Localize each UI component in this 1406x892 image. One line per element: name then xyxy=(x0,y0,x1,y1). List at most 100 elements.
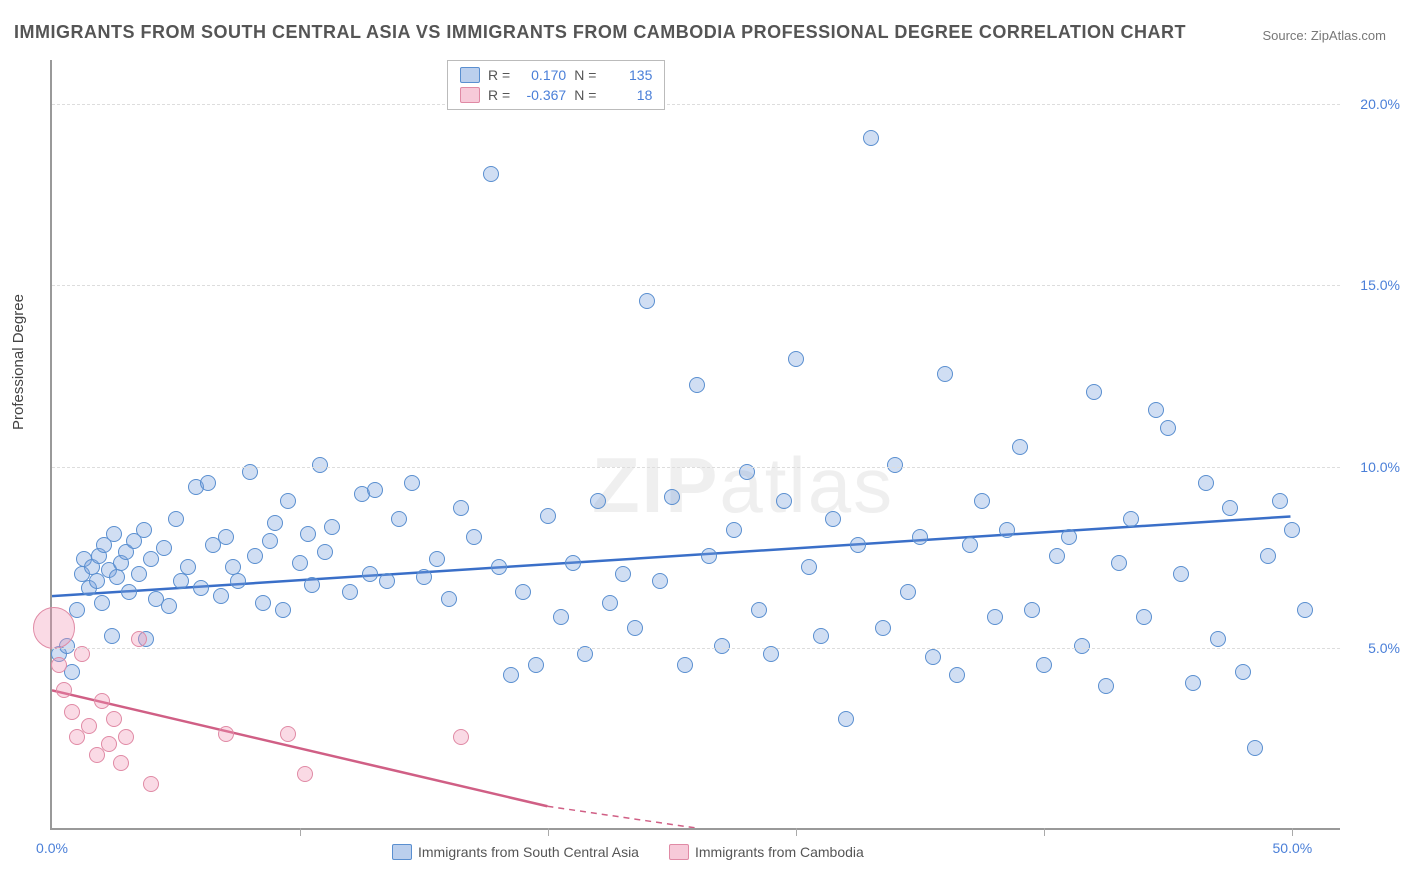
data-point-blue xyxy=(280,493,296,509)
gridline-horizontal xyxy=(52,104,1340,105)
legend-swatch-blue xyxy=(392,844,412,860)
r-value-blue: 0.170 xyxy=(518,67,566,83)
data-point-blue xyxy=(553,609,569,625)
gridline-horizontal xyxy=(52,285,1340,286)
data-point-blue xyxy=(342,584,358,600)
data-point-blue xyxy=(714,638,730,654)
data-point-blue xyxy=(218,529,234,545)
data-point-blue xyxy=(887,457,903,473)
trend-line-pink-solid xyxy=(52,690,547,806)
data-point-blue xyxy=(1074,638,1090,654)
data-point-blue xyxy=(925,649,941,665)
series-legend: Immigrants from South Central Asia Immig… xyxy=(392,844,864,860)
data-point-blue xyxy=(173,573,189,589)
trend-lines-layer xyxy=(52,60,1340,828)
y-axis-label: Professional Degree xyxy=(10,294,27,430)
data-point-pink xyxy=(218,726,234,742)
data-point-blue xyxy=(300,526,316,542)
chart-plot-area: ZIPatlas R = 0.170 N = 135 R = -0.367 N … xyxy=(50,60,1340,830)
data-point-blue xyxy=(615,566,631,582)
data-point-blue xyxy=(863,130,879,146)
data-point-blue xyxy=(677,657,693,673)
legend-row-pink: R = -0.367 N = 18 xyxy=(460,85,652,105)
data-point-blue xyxy=(1098,678,1114,694)
legend-item-blue: Immigrants from South Central Asia xyxy=(392,844,639,860)
data-point-blue xyxy=(515,584,531,600)
data-point-blue xyxy=(900,584,916,600)
data-point-blue xyxy=(801,559,817,575)
data-point-blue xyxy=(193,580,209,596)
data-point-blue xyxy=(838,711,854,727)
data-point-blue xyxy=(652,573,668,589)
data-point-blue xyxy=(466,529,482,545)
data-point-blue xyxy=(292,555,308,571)
data-point-blue xyxy=(1061,529,1077,545)
data-point-blue xyxy=(540,508,556,524)
data-point-blue xyxy=(602,595,618,611)
legend-swatch-pink xyxy=(460,87,480,103)
data-point-blue xyxy=(255,595,271,611)
n-value-pink: 18 xyxy=(604,87,652,103)
data-point-blue xyxy=(1222,500,1238,516)
x-tick-label: 50.0% xyxy=(1273,840,1313,856)
data-point-pink xyxy=(118,729,134,745)
data-point-blue xyxy=(639,293,655,309)
legend-swatch-blue xyxy=(460,67,480,83)
data-point-blue xyxy=(200,475,216,491)
legend-item-pink: Immigrants from Cambodia xyxy=(669,844,864,860)
data-point-blue xyxy=(180,559,196,575)
data-point-blue xyxy=(1260,548,1276,564)
source-label: Source: xyxy=(1262,28,1310,43)
data-point-blue xyxy=(1049,548,1065,564)
data-point-blue xyxy=(1111,555,1127,571)
data-point-blue xyxy=(813,628,829,644)
data-point-pink xyxy=(64,704,80,720)
watermark: ZIPatlas xyxy=(592,440,894,531)
data-point-blue xyxy=(999,522,1015,538)
x-tick-mark xyxy=(300,828,301,836)
data-point-blue xyxy=(262,533,278,549)
data-point-pink xyxy=(106,711,122,727)
data-point-blue xyxy=(776,493,792,509)
data-point-blue xyxy=(1012,439,1028,455)
data-point-pink xyxy=(51,657,67,673)
data-point-blue xyxy=(1297,602,1313,618)
data-point-blue xyxy=(1247,740,1263,756)
y-tick-label: 20.0% xyxy=(1345,96,1400,112)
y-tick-label: 10.0% xyxy=(1345,459,1400,475)
data-point-blue xyxy=(267,515,283,531)
data-point-blue xyxy=(788,351,804,367)
n-label: N = xyxy=(574,87,596,103)
x-tick-mark xyxy=(1292,828,1293,836)
source-attribution: Source: ZipAtlas.com xyxy=(1262,28,1386,43)
data-point-blue xyxy=(483,166,499,182)
data-point-pink xyxy=(143,776,159,792)
data-point-blue xyxy=(213,588,229,604)
data-point-blue xyxy=(1284,522,1300,538)
data-point-pink xyxy=(280,726,296,742)
data-point-blue xyxy=(1210,631,1226,647)
gridline-horizontal xyxy=(52,467,1340,468)
data-point-blue xyxy=(962,537,978,553)
data-point-blue xyxy=(312,457,328,473)
data-point-blue xyxy=(1173,566,1189,582)
data-point-blue xyxy=(987,609,1003,625)
y-tick-label: 15.0% xyxy=(1345,277,1400,293)
data-point-blue xyxy=(825,511,841,527)
data-point-blue xyxy=(974,493,990,509)
data-point-pink xyxy=(94,693,110,709)
data-point-blue xyxy=(230,573,246,589)
data-point-blue xyxy=(109,569,125,585)
data-point-blue xyxy=(850,537,866,553)
n-value-blue: 135 xyxy=(604,67,652,83)
data-point-blue xyxy=(1036,657,1052,673)
data-point-blue xyxy=(701,548,717,564)
data-point-blue xyxy=(1136,609,1152,625)
data-point-blue xyxy=(324,519,340,535)
data-point-blue xyxy=(664,489,680,505)
x-tick-mark xyxy=(548,828,549,836)
data-point-blue xyxy=(104,628,120,644)
data-point-blue xyxy=(1272,493,1288,509)
x-tick-mark xyxy=(796,828,797,836)
data-point-pink xyxy=(453,729,469,745)
